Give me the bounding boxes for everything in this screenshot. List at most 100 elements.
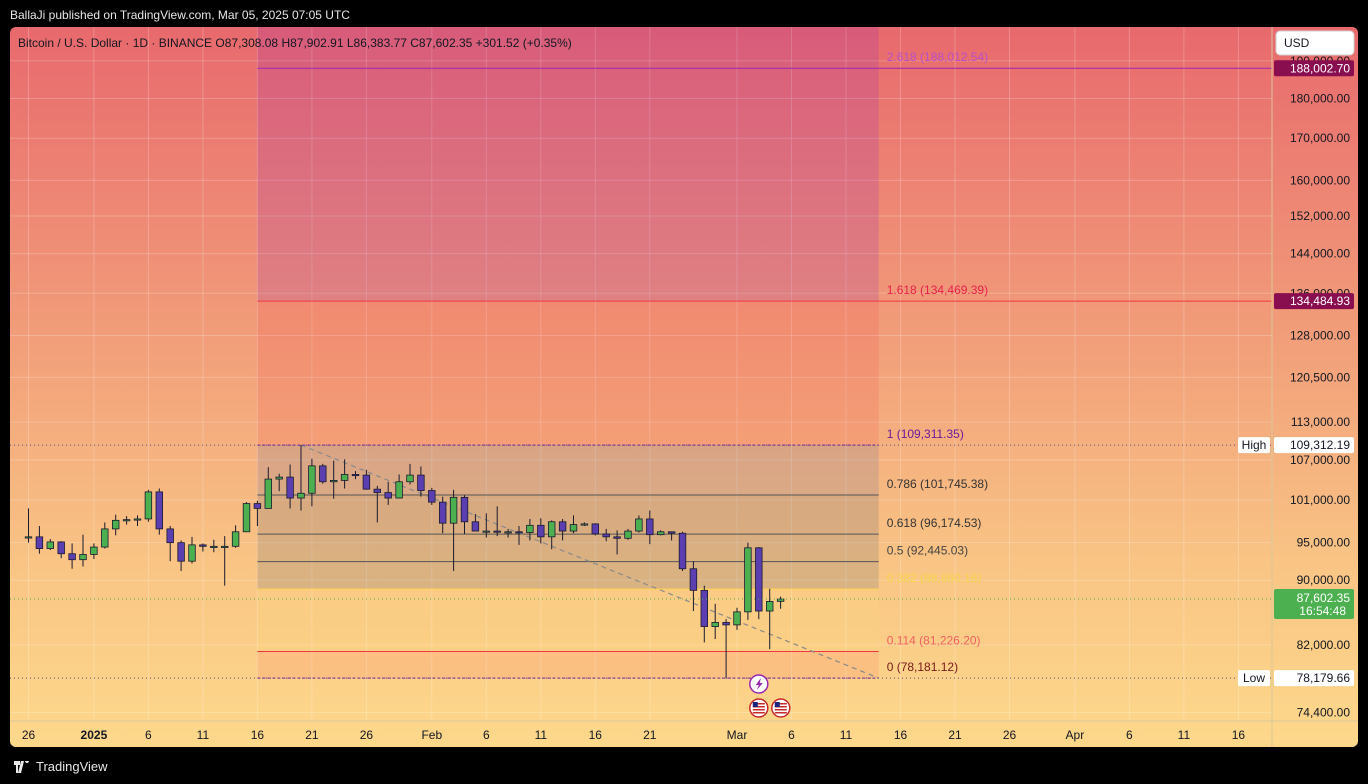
candle: [504, 528, 512, 538]
candle-body: [471, 521, 480, 532]
y-tick-label: 107,000.00: [1290, 453, 1350, 467]
candle: [493, 506, 501, 537]
candle: [210, 539, 218, 553]
candle-body: [580, 523, 589, 526]
candlestick-chart[interactable]: 2.618 (188,012.54) 1.618 (134,469.39) 1 (1…: [10, 27, 1358, 747]
candle: [79, 534, 87, 567]
candle-body: [319, 465, 327, 483]
candle: [678, 531, 687, 572]
badge-text: 134,484.93: [1290, 294, 1350, 308]
x-tick-label: 6: [1126, 728, 1133, 742]
tag-text: Low: [1243, 671, 1265, 685]
y-tick-label: 90,000.00: [1297, 573, 1351, 587]
x-tick-label: 21: [948, 728, 962, 742]
candle: [569, 515, 578, 534]
ohlc-high: H87,902.91: [281, 36, 343, 50]
candle: [406, 463, 414, 485]
x-tick-label: Feb: [421, 728, 442, 742]
candle-body: [373, 488, 381, 493]
candle: [449, 489, 458, 572]
candle-body: [231, 531, 240, 547]
candle: [122, 516, 131, 525]
y-tick-label: 101,000.00: [1290, 493, 1350, 507]
x-tick-label: 26: [1003, 728, 1017, 742]
bar-countdown-text: 16:54:48: [1299, 604, 1346, 618]
candle: [471, 513, 480, 532]
candle-body: [428, 490, 436, 503]
symbol-header: Bitcoin / U.S. Dollar · 1D · BINANCE O87…: [18, 36, 572, 50]
candle: [384, 481, 392, 505]
badge-text: 188,002.70: [1290, 61, 1350, 75]
flag-canton: [774, 702, 780, 707]
candle-body: [602, 533, 610, 538]
fib-level-label: 1 (109,311.35): [887, 427, 964, 441]
flag-canton: [752, 702, 758, 707]
candle-body: [548, 521, 556, 538]
currency-button[interactable]: USD: [1275, 30, 1355, 56]
candle-body: [537, 524, 545, 538]
candle: [460, 495, 469, 534]
high-tag: High: [1238, 437, 1270, 454]
candle: [428, 487, 436, 505]
x-tick-label: 26: [360, 728, 374, 742]
y-tick-label: 160,000.00: [1290, 173, 1350, 187]
candle: [24, 508, 33, 543]
x-tick-label: 16: [894, 728, 908, 742]
candle: [275, 473, 283, 492]
candle-body: [101, 528, 109, 548]
fib-zone-top: [257, 27, 879, 69]
ohlc-open: O87,308.08: [215, 36, 278, 50]
fib-level-label: 0.786 (101,745.38): [887, 477, 988, 491]
candle: [242, 502, 251, 533]
tag-bg: [1238, 670, 1270, 687]
us-flag-event-icon: [771, 698, 791, 718]
candle-body: [591, 523, 599, 535]
y-tick-label: 144,000.00: [1290, 247, 1350, 261]
x-tick-label: 6: [788, 728, 795, 742]
candle-body: [744, 547, 752, 613]
fibonacci-extension[interactable]: 2.618 (188,012.54) 1.618 (134,469.39) 1 (1…: [257, 27, 1272, 679]
chart-frame[interactable]: 2.618 (188,012.54) 1.618 (134,469.39) 1 (1…: [10, 27, 1358, 747]
fib-level-label: 0.5 (92,445.03): [887, 544, 968, 558]
flag-stripe: [774, 709, 787, 711]
candle-body: [449, 496, 458, 524]
candle-body: [286, 476, 294, 499]
candle-body: [177, 542, 185, 562]
flag-stripe: [752, 712, 765, 714]
grid: [10, 27, 1272, 721]
candle-body: [722, 622, 730, 626]
candle-body: [657, 531, 665, 536]
candle-body: [515, 531, 523, 534]
candle: [515, 526, 523, 545]
candle-body: [210, 545, 218, 548]
candles: [24, 445, 785, 679]
x-tick-label: 6: [145, 728, 152, 742]
candle-body: [35, 536, 44, 549]
tag-bg: [1238, 437, 1270, 454]
candle: [613, 530, 621, 555]
candle: [667, 531, 676, 541]
axes: 190,000.00180,000.00170,000.00160,000.00…: [10, 27, 1358, 747]
badge-bg: [1274, 293, 1354, 310]
y-tick-label: 82,000.00: [1297, 638, 1351, 652]
candle-body: [493, 530, 501, 533]
fib-zone: [257, 561, 879, 590]
candle: [776, 596, 785, 609]
candle: [558, 518, 567, 541]
candle-body: [776, 598, 785, 602]
candle: [646, 510, 654, 545]
candle-body: [384, 492, 392, 499]
candle-body: [220, 545, 229, 548]
tradingview-brand[interactable]: TradingView: [14, 759, 108, 774]
candle: [537, 518, 545, 544]
candle: [351, 471, 360, 480]
candle-body: [624, 530, 632, 539]
candle: [657, 530, 665, 536]
flag-stripe: [774, 712, 787, 714]
symbol-name: Bitcoin / U.S. Dollar · 1D · BINANCE: [18, 36, 212, 50]
candle-body: [46, 541, 54, 549]
x-tick-label: 21: [305, 728, 319, 742]
candle: [526, 518, 534, 541]
candle: [373, 485, 381, 523]
